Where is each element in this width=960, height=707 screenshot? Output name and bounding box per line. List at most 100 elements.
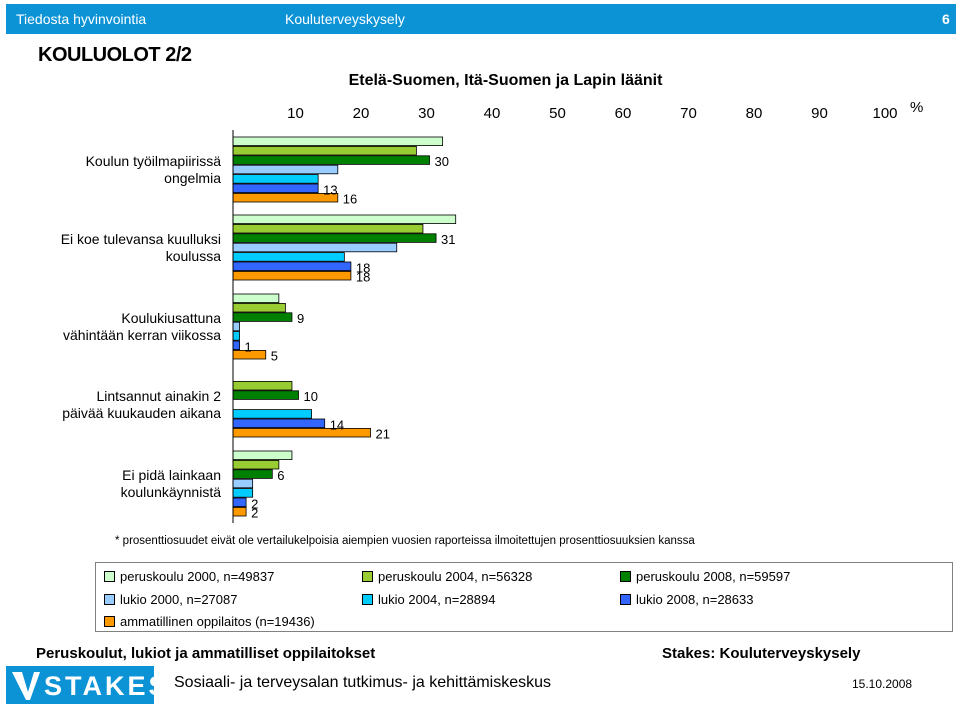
legend-label: ammatillinen oppilaitos (n=19436)	[120, 614, 315, 629]
x-tick-label: 50	[549, 105, 566, 122]
category-label: Koulukiusattuna	[121, 310, 221, 326]
bar	[232, 340, 240, 351]
data-label: 9	[297, 311, 304, 326]
header-left: Tiedosta hyvinvointia	[16, 11, 147, 27]
category-label: koulunkäynnistä	[121, 484, 222, 500]
footer-date: 15.10.2008	[852, 677, 913, 691]
header-bar: Tiedosta hyvinvointia Kouluterveyskysely…	[6, 4, 956, 34]
bar	[232, 214, 457, 225]
data-label: 2	[251, 496, 258, 511]
legend-label: lukio 2004, n=28894	[378, 592, 496, 607]
category-label: ongelmia	[164, 170, 221, 186]
bar	[232, 164, 339, 175]
legend-swatch	[620, 594, 631, 606]
x-axis-unit: %	[910, 99, 923, 116]
legend-swatch	[104, 571, 115, 583]
bar-chart: 10 20 30 40 50 60 70 80 90 100 % Koulun työilmapiir…	[61, 99, 923, 523]
legend-label: peruskoulu 2008, n=59597	[636, 569, 791, 584]
legend-swatch	[104, 594, 115, 606]
data-label: 5	[271, 349, 278, 364]
data-label: 1	[245, 339, 252, 354]
bar	[232, 223, 424, 234]
bar	[232, 506, 247, 517]
chart-title: Etelä-Suomen, Itä-Suomen ja Lapin läänit	[348, 72, 663, 89]
category-label: koulussa	[166, 248, 221, 264]
category-label: Ei koe tulevansa kuulluksi	[61, 231, 221, 247]
bar	[232, 261, 352, 272]
data-label: 31	[441, 232, 455, 247]
legend-item: peruskoulu 2000, n=49837	[104, 569, 274, 584]
header-center: Kouluterveyskysely	[285, 11, 405, 27]
bar	[232, 242, 398, 253]
data-label: 10	[304, 389, 318, 404]
bar	[232, 418, 326, 429]
legend-item: lukio 2004, n=28894	[362, 592, 495, 607]
x-tick-label: 100	[872, 105, 897, 122]
bar	[232, 192, 339, 203]
legend-label: peruskoulu 2004, n=56328	[378, 569, 533, 584]
chart-legend: peruskoulu 2000, n=49837 peruskoulu 2004,…	[95, 562, 953, 632]
category-label: päivää kuukauden aikana	[62, 405, 221, 421]
category-label: vähintään kerran viikossa	[63, 327, 221, 343]
legend-item: peruskoulu 2008, n=59597	[620, 569, 790, 584]
data-label: 6	[277, 468, 284, 483]
bar	[232, 331, 240, 341]
bar	[232, 293, 280, 304]
data-label: 21	[376, 427, 390, 442]
data-label: 18	[356, 270, 370, 285]
organization-name: Sosiaali- ja terveysalan tutkimus- ja ke…	[174, 674, 552, 691]
x-tick-label: 70	[680, 105, 697, 122]
legend-swatch	[104, 616, 115, 628]
logo-text: STAKES	[44, 671, 170, 701]
x-tick-label: 40	[484, 105, 501, 122]
bar	[232, 302, 286, 313]
x-tick-label: 60	[615, 105, 632, 122]
bar	[232, 321, 240, 332]
x-tick-label: 30	[418, 105, 435, 122]
bar	[232, 450, 293, 461]
legend-label: peruskoulu 2000, n=49837	[120, 569, 275, 584]
data-label: 30	[435, 154, 449, 169]
page-number: 6	[942, 11, 950, 27]
category-label: Lintsannut ainakin 2	[96, 388, 221, 404]
data-label: 18	[356, 260, 370, 275]
category-label: Ei pidä lainkaan	[122, 467, 221, 483]
x-tick-label: 80	[746, 105, 763, 122]
bar	[232, 478, 254, 489]
bar	[232, 312, 293, 322]
data-label: 16	[343, 192, 357, 207]
footer-left: Peruskoulut, lukiot ja ammatilliset oppi…	[36, 645, 376, 662]
legend-label: lukio 2008, n=28633	[636, 592, 754, 607]
bar	[232, 183, 319, 194]
legend-item: lukio 2000, n=27087	[104, 592, 237, 607]
bar	[232, 390, 299, 400]
bar	[232, 252, 345, 262]
bar	[232, 497, 247, 508]
bar	[232, 488, 254, 498]
legend-item: ammatillinen oppilaitos (n=19436)	[104, 614, 315, 629]
bar	[232, 270, 352, 281]
bar	[232, 459, 280, 470]
bar	[232, 409, 312, 419]
data-label: 14	[330, 417, 344, 432]
x-tick-label: 10	[287, 105, 304, 122]
x-tick-label: 90	[811, 105, 828, 122]
legend-swatch	[362, 571, 373, 583]
legend-item: lukio 2008, n=28633	[620, 592, 753, 607]
bar	[232, 136, 444, 147]
x-tick-label: 20	[353, 105, 370, 122]
category-label: Koulun työilmapiirissä	[86, 153, 222, 169]
bar	[232, 380, 293, 391]
stakes-logo: STAKES	[6, 666, 167, 704]
bar	[232, 233, 437, 243]
stakes-emblem-icon	[12, 672, 40, 700]
bar	[232, 155, 430, 165]
footer-right: Stakes: Kouluterveyskysely	[662, 645, 861, 662]
legend-swatch	[362, 594, 373, 606]
chart-footnote: * prosenttiosuudet eivät ole vertailukel…	[115, 535, 695, 547]
data-label: 2	[251, 506, 258, 521]
data-label: 13	[323, 182, 337, 197]
legend-swatch	[620, 571, 631, 583]
legend-label: lukio 2000, n=27087	[120, 592, 238, 607]
page-title: KOULUOLOT 2/2	[38, 44, 192, 66]
